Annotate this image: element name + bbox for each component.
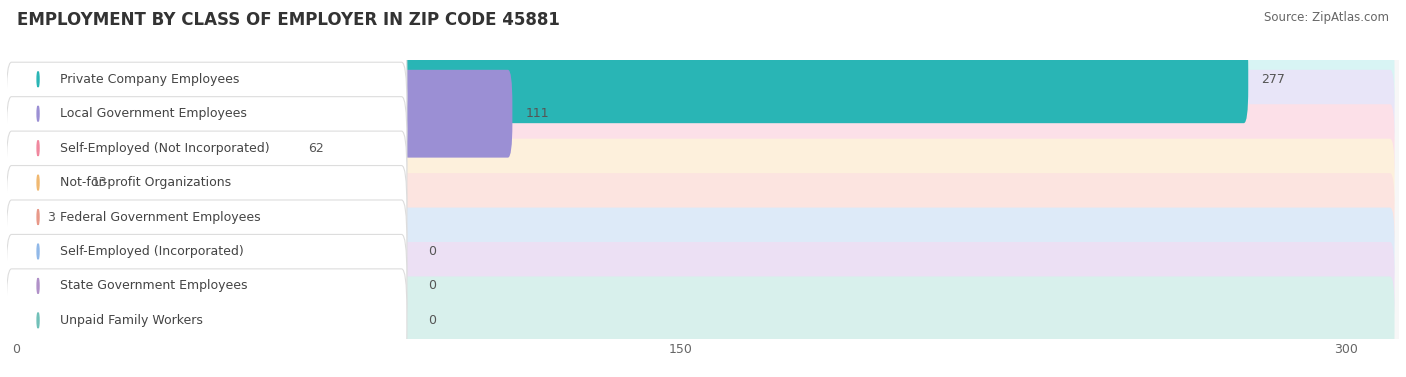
- FancyBboxPatch shape: [6, 234, 406, 337]
- Circle shape: [37, 141, 39, 156]
- Text: 62: 62: [308, 142, 325, 155]
- Text: 13: 13: [91, 176, 107, 189]
- Text: Self-Employed (Incorporated): Self-Employed (Incorporated): [60, 245, 245, 258]
- FancyBboxPatch shape: [11, 173, 1395, 261]
- FancyBboxPatch shape: [4, 186, 1402, 248]
- FancyBboxPatch shape: [4, 152, 1402, 213]
- Text: State Government Employees: State Government Employees: [60, 279, 247, 293]
- Circle shape: [37, 106, 39, 121]
- FancyBboxPatch shape: [4, 118, 1402, 179]
- Text: 277: 277: [1261, 73, 1285, 86]
- Text: Federal Government Employees: Federal Government Employees: [60, 210, 262, 224]
- FancyBboxPatch shape: [6, 200, 406, 303]
- FancyBboxPatch shape: [6, 131, 406, 234]
- Text: Private Company Employees: Private Company Employees: [60, 73, 239, 86]
- FancyBboxPatch shape: [4, 255, 1402, 317]
- FancyBboxPatch shape: [11, 139, 77, 227]
- FancyBboxPatch shape: [11, 139, 1395, 227]
- Text: 0: 0: [429, 279, 436, 293]
- Text: 3: 3: [46, 210, 55, 224]
- Text: Not-for-profit Organizations: Not-for-profit Organizations: [60, 176, 232, 189]
- Text: Local Government Employees: Local Government Employees: [60, 107, 247, 120]
- FancyBboxPatch shape: [4, 83, 1402, 144]
- Text: 0: 0: [429, 245, 436, 258]
- Text: 111: 111: [526, 107, 550, 120]
- Text: Self-Employed (Not Incorporated): Self-Employed (Not Incorporated): [60, 142, 270, 155]
- FancyBboxPatch shape: [6, 97, 406, 200]
- FancyBboxPatch shape: [6, 62, 406, 165]
- Circle shape: [37, 313, 39, 328]
- FancyBboxPatch shape: [6, 28, 406, 131]
- Circle shape: [37, 72, 39, 87]
- FancyBboxPatch shape: [6, 269, 406, 372]
- FancyBboxPatch shape: [11, 276, 1395, 364]
- Text: Unpaid Family Workers: Unpaid Family Workers: [60, 314, 202, 327]
- Circle shape: [37, 278, 39, 293]
- FancyBboxPatch shape: [11, 173, 34, 261]
- FancyBboxPatch shape: [11, 208, 1395, 296]
- FancyBboxPatch shape: [4, 290, 1402, 351]
- Text: Source: ZipAtlas.com: Source: ZipAtlas.com: [1264, 11, 1389, 24]
- FancyBboxPatch shape: [11, 35, 1395, 123]
- FancyBboxPatch shape: [4, 221, 1402, 282]
- Circle shape: [37, 210, 39, 225]
- FancyBboxPatch shape: [6, 166, 406, 268]
- FancyBboxPatch shape: [11, 104, 1395, 192]
- FancyBboxPatch shape: [11, 70, 512, 158]
- FancyBboxPatch shape: [11, 70, 1395, 158]
- Circle shape: [37, 244, 39, 259]
- FancyBboxPatch shape: [11, 104, 295, 192]
- FancyBboxPatch shape: [4, 49, 1402, 110]
- FancyBboxPatch shape: [11, 35, 1249, 123]
- Text: 0: 0: [429, 314, 436, 327]
- Text: EMPLOYMENT BY CLASS OF EMPLOYER IN ZIP CODE 45881: EMPLOYMENT BY CLASS OF EMPLOYER IN ZIP C…: [17, 11, 560, 29]
- FancyBboxPatch shape: [11, 242, 1395, 330]
- Circle shape: [37, 175, 39, 190]
